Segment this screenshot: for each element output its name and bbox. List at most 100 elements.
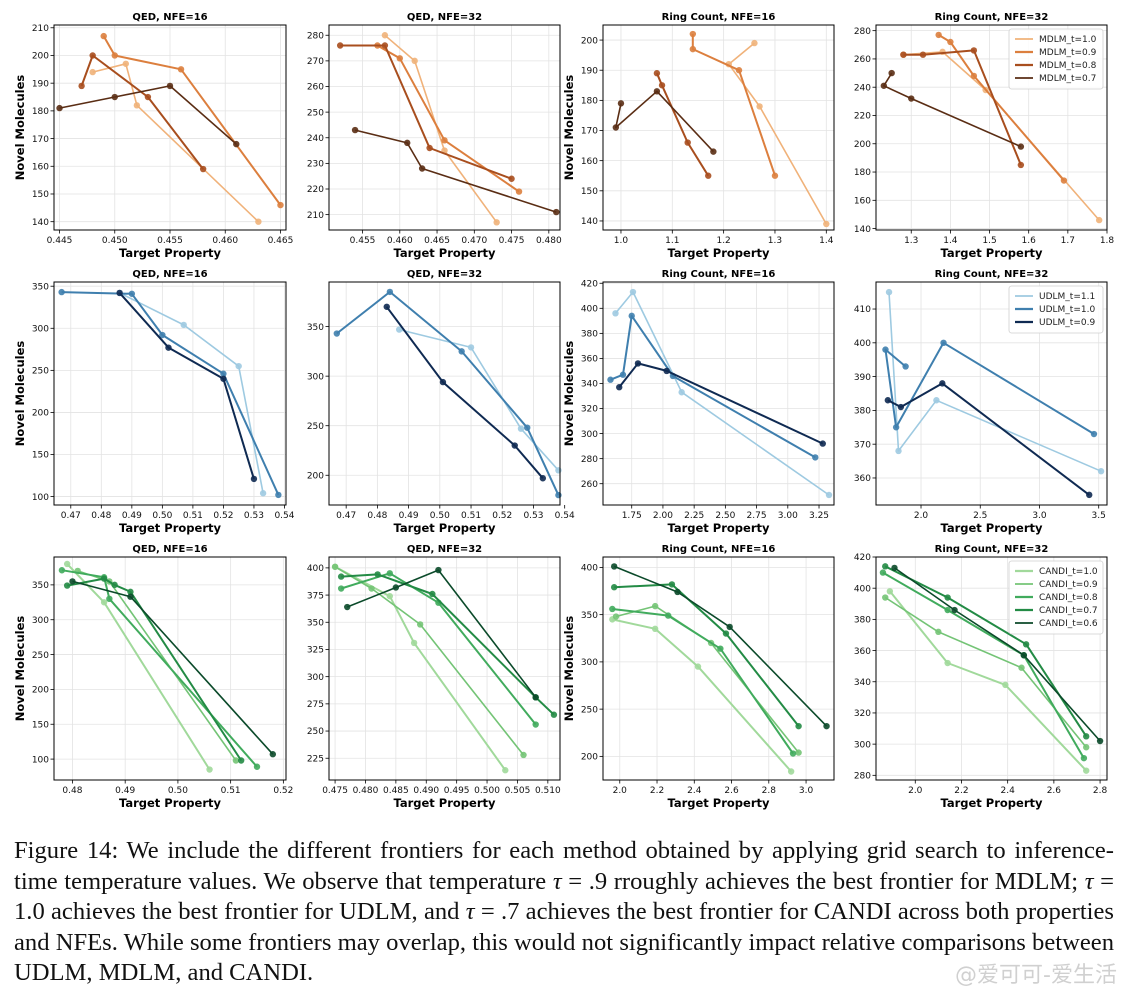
y-tick-label: 350 xyxy=(307,618,324,628)
data-point-MDLM_t=0.9 xyxy=(947,38,954,46)
y-tick-label: 320 xyxy=(854,709,871,719)
subplot-12: 2.0 2.2 2.4 2.6 2.8 280 300 320 340 360 380 400 420 R… xyxy=(854,544,1108,810)
y-tick-label: 190 xyxy=(581,66,598,76)
x-tick-label: 0.52 xyxy=(213,511,233,521)
y-tick-label: 300 xyxy=(32,324,49,334)
legend-label: CANDI_t=0.8 xyxy=(1039,593,1098,603)
data-point-UDLM_t=0.9 xyxy=(250,475,258,483)
series-line-CANDI_t=1.0 xyxy=(889,590,1087,772)
data-point-CANDI_t=0.7 xyxy=(111,581,118,589)
data-point-CANDI_t=0.8 xyxy=(609,605,616,613)
x-tick-label: 0.490 xyxy=(413,786,439,796)
data-point-UDLM_t=1.1 xyxy=(259,490,267,497)
y-tick-label: 250 xyxy=(581,705,598,715)
x-tick-label: 3.00 xyxy=(778,511,798,521)
data-point-CANDI_t=0.9 xyxy=(1018,664,1025,671)
x-tick-label: 0.455 xyxy=(157,236,183,246)
data-point-UDLM_t=0.9 xyxy=(511,442,518,449)
x-tick-label: 2.4 xyxy=(1001,786,1016,796)
y-tick-label: 250 xyxy=(307,108,324,118)
data-point-MDLM_t=0.9 xyxy=(515,188,523,195)
subplot-title: QED, NFE=16 xyxy=(132,269,207,280)
data-point-UDLM_t=1.1 xyxy=(629,288,637,296)
data-point-CANDI_t=0.7 xyxy=(127,588,134,596)
x-tick-label: 2.6 xyxy=(724,786,739,796)
y-tick-label: 200 xyxy=(307,471,324,481)
data-point-CANDI_t=0.9 xyxy=(935,628,942,636)
y-tick-label: 400 xyxy=(307,564,324,574)
data-point-MDLM_t=0.8 xyxy=(336,42,344,49)
series-line-UDLM_t=1.0 xyxy=(610,314,816,459)
x-tick-label: 1.75 xyxy=(622,511,642,521)
x-tick-label: 0.49 xyxy=(122,511,142,521)
data-point-CANDI_t=0.9 xyxy=(795,749,802,756)
y-tick-label: 400 xyxy=(854,339,871,349)
y-tick-label: 350 xyxy=(581,611,598,621)
x-tick-label: 0.49 xyxy=(115,786,135,796)
x-tick-label: 3.0 xyxy=(799,786,814,796)
data-point-MDLM_t=0.8 xyxy=(653,70,661,77)
y-axis-label: Novel Molecules xyxy=(13,341,27,447)
data-point-CANDI_t=0.8 xyxy=(337,585,345,592)
data-point-UDLM_t=1.0 xyxy=(555,491,562,499)
legend-label: MDLM_t=0.9 xyxy=(1039,48,1097,58)
subplot-title: Ring Count, NFE=16 xyxy=(662,269,776,280)
x-axis-label: Target Property xyxy=(393,796,496,810)
y-tick-label: 325 xyxy=(307,646,324,656)
axes-frame xyxy=(602,556,835,781)
data-point-CANDI_t=0.7 xyxy=(668,581,676,588)
y-axis-label: Novel Molecules xyxy=(13,75,27,181)
data-point-UDLM_t=1.0 xyxy=(812,454,819,461)
data-point-CANDI_t=0.8 xyxy=(1080,754,1088,762)
x-tick-label: 0.54 xyxy=(555,511,575,521)
x-tick-label: 1.4 xyxy=(819,236,834,246)
data-point-MDLM_t=0.7 xyxy=(653,88,661,95)
data-point-CANDI_t=1.0 xyxy=(502,767,509,774)
data-point-MDLM_t=0.7 xyxy=(710,148,717,155)
x-tick-label: 0.460 xyxy=(387,236,413,246)
data-point-UDLM_t=0.9 xyxy=(1086,491,1093,499)
y-tick-label: 260 xyxy=(307,83,324,93)
series-line-MDLM_t=0.8 xyxy=(655,72,710,177)
data-point-CANDI_t=0.6 xyxy=(823,722,830,730)
x-tick-label: 0.450 xyxy=(102,236,128,246)
series-line-CANDI_t=0.7 xyxy=(67,577,243,762)
x-tick-label: 1.4 xyxy=(943,236,958,246)
y-tick-label: 410 xyxy=(854,305,871,315)
x-tick-label: 2.0 xyxy=(613,786,628,796)
y-tick-label: 250 xyxy=(307,727,324,737)
x-tick-label: 0.470 xyxy=(461,236,487,246)
y-tick-label: 280 xyxy=(854,772,871,782)
legend-label: UDLM_t=1.0 xyxy=(1039,305,1095,315)
axes-frame xyxy=(875,556,1108,781)
data-point-MDLM_t=1.0 xyxy=(122,60,130,67)
x-tick-label: 0.455 xyxy=(350,236,376,246)
series-line-MDLM_t=0.7 xyxy=(882,72,1022,148)
data-point-MDLM_t=0.9 xyxy=(935,31,942,39)
data-point-MDLM_t=0.8 xyxy=(381,42,389,49)
x-tick-label: 2.50 xyxy=(715,511,735,521)
y-tick-label: 350 xyxy=(32,282,49,292)
x-tick-label: 3.25 xyxy=(809,511,829,521)
y-tick-label: 370 xyxy=(854,440,871,450)
legend-label: MDLM_t=0.7 xyxy=(1039,74,1096,84)
data-point-MDLM_t=0.8 xyxy=(89,52,96,59)
data-point-CANDI_t=0.7 xyxy=(100,575,108,582)
data-point-CANDI_t=1.0 xyxy=(787,768,795,775)
legend: MDLM_t=1.0 MDLM_t=0.9 MDLM_t=0.8 MDLM_t=0.7 xyxy=(1008,28,1104,90)
data-point-CANDI_t=0.9 xyxy=(232,757,240,764)
data-point-MDLM_t=1.0 xyxy=(133,102,141,109)
series-line-UDLM_t=1.0 xyxy=(61,291,280,496)
x-axis-label: Target Property xyxy=(393,246,496,260)
data-point-UDLM_t=1.1 xyxy=(933,397,940,404)
y-tick-label: 300 xyxy=(581,430,598,440)
data-point-UDLM_t=1.0 xyxy=(524,424,531,431)
data-point-MDLM_t=0.7 xyxy=(418,165,426,172)
subplot-title: QED, NFE=16 xyxy=(132,544,207,555)
y-tick-label: 190 xyxy=(32,79,49,89)
data-point-UDLM_t=1.0 xyxy=(607,376,614,383)
data-point-MDLM_t=0.7 xyxy=(166,82,174,90)
data-point-CANDI_t=0.6 xyxy=(1096,737,1104,745)
y-tick-label: 400 xyxy=(854,584,871,594)
caption-tau-3: τ xyxy=(465,898,475,925)
